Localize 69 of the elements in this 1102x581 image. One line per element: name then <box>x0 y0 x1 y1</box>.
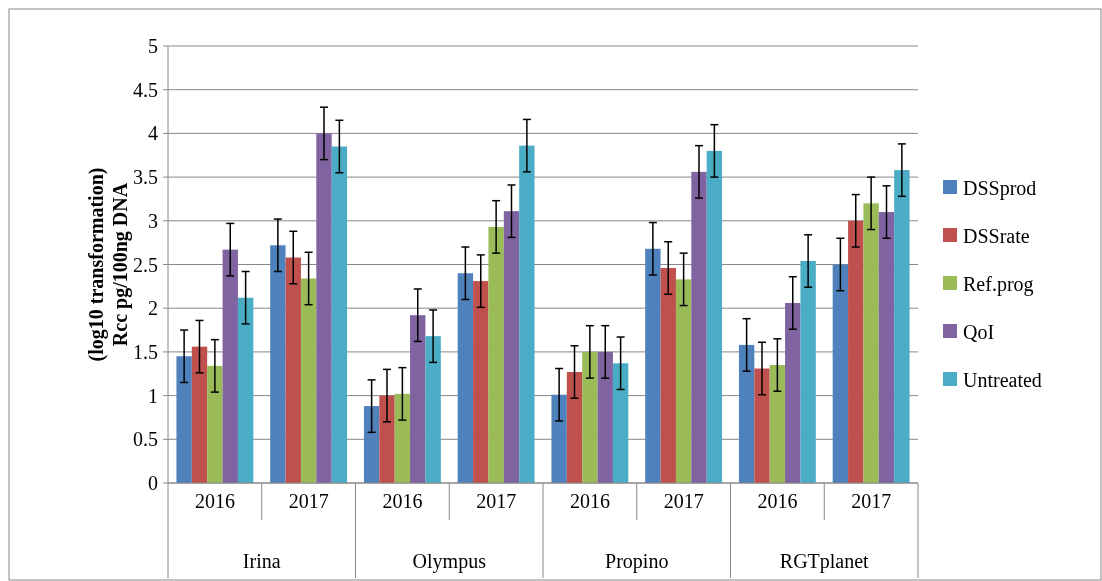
bar <box>848 220 864 483</box>
x-tick-label: 2016 <box>569 490 610 512</box>
y-tick-label: 1.5 <box>133 340 158 363</box>
y-tick-label: 3.5 <box>133 166 158 189</box>
bar <box>410 315 426 483</box>
bar <box>785 302 801 483</box>
y-axis-title: (log10 transformation) Rcc pg/100ng DNA <box>85 167 132 362</box>
x-tick-label: 2017 <box>288 490 329 512</box>
bar <box>488 226 504 483</box>
legend-label: QoI <box>963 321 995 343</box>
y-tick-label: 3 <box>148 209 158 232</box>
text: RGTplanet <box>779 550 870 573</box>
legend-label: DSSrate <box>963 225 1030 247</box>
bar <box>300 278 317 483</box>
bar <box>363 406 380 483</box>
y-tick-label: 2.5 <box>133 253 158 276</box>
bar <box>285 257 301 483</box>
y-tick-label: 1 <box>148 384 158 407</box>
bar <box>660 268 676 483</box>
y-tick-label: 0 <box>148 472 158 494</box>
bar <box>270 245 286 483</box>
x-tick-label: 2017 <box>851 490 892 512</box>
legend-label: DSSprod <box>963 177 1037 200</box>
bar <box>832 264 849 483</box>
y-tick-label: 2 <box>148 297 158 320</box>
bar <box>800 261 816 483</box>
bar <box>754 368 770 483</box>
bar <box>519 145 535 483</box>
bar <box>394 393 411 483</box>
bar <box>457 273 474 483</box>
bar <box>379 395 395 483</box>
bar <box>597 351 613 483</box>
legend-label: Untreated <box>963 369 1042 391</box>
bar <box>582 351 598 483</box>
bar <box>207 365 223 483</box>
bar <box>675 279 692 483</box>
y-tick-label: 5 <box>148 35 158 57</box>
bar <box>738 344 755 483</box>
bar <box>237 297 254 483</box>
bar <box>612 363 629 483</box>
bar <box>222 249 238 483</box>
bar <box>425 336 441 483</box>
bar <box>331 146 348 483</box>
bar <box>566 372 583 483</box>
x-tick-label: 2016 <box>757 490 798 512</box>
bar <box>176 356 192 483</box>
y-tick-label: 0.5 <box>133 428 158 451</box>
x-tick-label: 2016 <box>194 490 235 512</box>
text: Irina <box>242 550 281 572</box>
bar <box>769 365 786 483</box>
text: Olympus <box>412 550 487 573</box>
x-tick-label: 2017 <box>476 490 517 512</box>
bar <box>316 133 332 483</box>
bar <box>863 203 879 483</box>
bar <box>691 171 707 483</box>
bar <box>894 170 910 483</box>
bar <box>551 394 567 483</box>
bar <box>473 281 489 483</box>
bar <box>706 150 723 483</box>
bar <box>191 346 208 483</box>
bar <box>645 248 661 483</box>
y-tick-label: 4.5 <box>133 78 158 101</box>
bar <box>878 212 895 483</box>
y-tick-label: 4 <box>148 122 158 145</box>
x-tick-label: 2017 <box>663 490 704 512</box>
x-tick-label: 2016 <box>382 490 423 512</box>
bar <box>503 211 520 483</box>
text: Propino <box>605 550 669 573</box>
legend-label: Ref.prog <box>963 273 1034 296</box>
